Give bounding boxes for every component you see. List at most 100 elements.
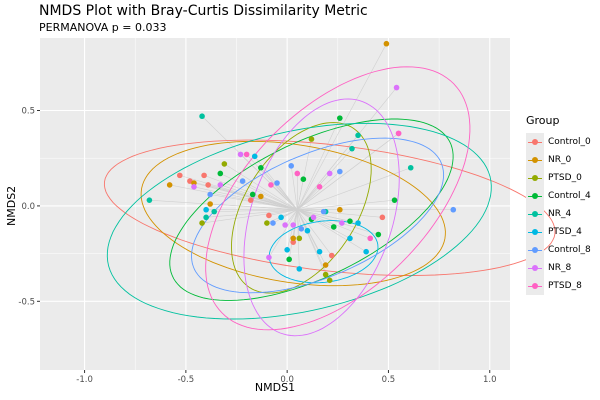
legend-key-dot [532,157,538,163]
spider-line [297,167,411,211]
y-tick-label: -0.5 [18,297,35,307]
axis-layer: -1.0 -0.5 0.0 0.5 1.0 -0.5 0.0 0.5 [18,107,496,385]
spider-line [270,184,298,210]
spider-line [297,209,324,212]
data-point [308,136,315,142]
data-point [282,222,288,228]
data-point [330,224,337,230]
grid-layer [40,38,510,370]
data-point [337,206,343,213]
data-point [211,208,218,215]
data-point [201,172,207,179]
spider-line [297,118,341,210]
spider-line [224,163,298,210]
legend-item: Control_0 [522,133,596,151]
data-point [203,214,209,221]
data-point [363,248,369,255]
data-point [367,235,374,242]
data-point [266,212,272,219]
data-point [270,220,276,226]
legend-item: PTSD_4 [522,223,596,241]
legend-label: Control_0 [548,137,591,147]
data-point [207,191,213,198]
legend: Group Control_0 NR_0 PTSD_0 Control_4 NR_4 PT… [522,114,596,295]
legend-label: Control_8 [548,245,591,255]
legend-label: NR_4 [548,209,572,219]
data-point [304,227,311,234]
data-point [294,170,301,177]
data-point [166,182,173,188]
y-axis-label: NMDS2 [5,185,18,226]
data-point [407,164,414,171]
legend-key-dot [532,265,538,271]
legend-key [526,187,544,205]
legend-label: PTSD_4 [548,227,582,237]
data-point [393,84,400,91]
legend-key-dot [532,211,538,217]
confidence-ellipse [243,98,400,337]
data-point [290,222,297,228]
spider-line [242,180,298,210]
confidence-ellipse [205,66,471,331]
data-point [258,193,264,200]
data-point [300,176,307,182]
spider-line [193,186,298,211]
legend-item: PTSD_8 [522,277,596,295]
ellipse-layer [103,66,556,337]
chart-title: NMDS Plot with Bray-Curtis Dissimilarity… [39,3,368,19]
data-point [322,271,329,278]
data-point [288,163,295,169]
data-point [264,220,270,226]
legend-key-dot [532,283,538,289]
legend-key [526,133,544,151]
legend-key [526,151,544,169]
data-point [258,164,264,171]
spider-line [276,182,298,210]
chart-subtitle: PERMANOVA p = 0.033 [39,21,167,34]
legend-key-dot [532,175,538,181]
data-point [176,172,183,179]
spider-line [214,209,298,212]
data-point [383,40,390,47]
confidence-ellipse [106,122,492,320]
x-tick-label: 0.5 [382,375,396,385]
legend-item: NR_4 [522,205,596,223]
spider-line [297,173,330,210]
data-point [316,184,323,190]
data-point [395,130,402,137]
point-layer [146,40,457,284]
legend-key [526,169,544,187]
data-point [199,113,205,120]
data-point [450,206,457,213]
data-point [146,197,153,203]
data-point [191,184,197,190]
spider-line [169,184,298,211]
data-point [337,115,343,121]
legend-key [526,223,544,241]
data-point [251,153,258,160]
legend-item: NR_8 [522,259,596,277]
spider-line [290,165,298,210]
confidence-ellipse [191,137,445,294]
legend-key [526,205,544,223]
data-point [326,277,333,284]
x-axis-label: NMDS1 [254,381,296,394]
data-point [237,151,244,158]
data-point [239,178,246,184]
data-point [266,254,272,261]
data-point [391,197,398,203]
legend-key-dot [532,139,538,145]
legend-item: NR_0 [522,151,596,169]
spider-line [272,209,298,224]
spider-line [296,179,304,210]
legend-items: Control_0 NR_0 PTSD_0 Control_4 NR_4 PTSD_4 Co… [522,133,596,295]
legend-label: NR_8 [548,263,572,273]
data-point [249,191,256,198]
data-point [355,132,361,139]
spider-line [297,186,320,210]
confidence-ellipse [169,118,454,301]
legend-key-dot [532,193,538,199]
data-point [310,214,317,221]
data-point [328,252,335,259]
spider-line [193,182,298,211]
